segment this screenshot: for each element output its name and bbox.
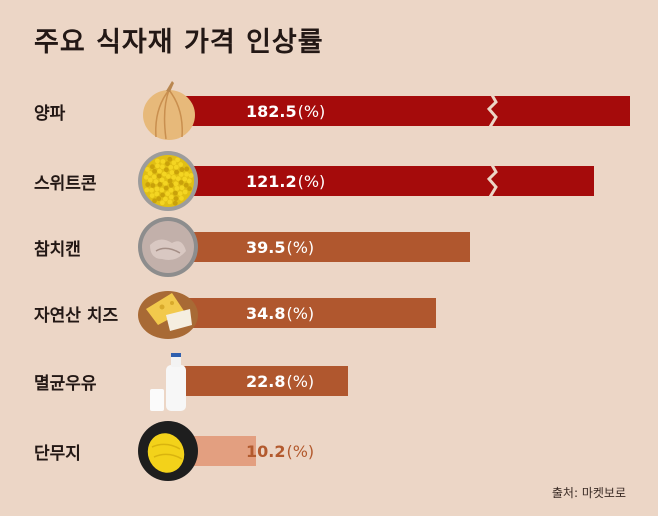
value-unit: (%)	[297, 171, 326, 191]
value-label: 182.5 (%)	[246, 96, 325, 126]
axis-break	[486, 166, 498, 196]
value-number: 182.5	[246, 101, 297, 121]
food-icon	[136, 149, 200, 213]
bar-row: 스위트콘 121.2 (%)	[0, 146, 658, 216]
bar-row: 자연산 치즈 34.8 (%)	[0, 278, 658, 348]
category-label: 양파	[34, 103, 66, 124]
food-icon	[136, 79, 200, 143]
food-icon	[136, 215, 200, 279]
cheese-icon	[138, 291, 198, 339]
category-label: 자연산 치즈	[34, 305, 119, 326]
value-unit: (%)	[286, 441, 315, 461]
bar	[182, 96, 630, 126]
category-label: 멸균우유	[34, 373, 97, 394]
category-label: 스위트콘	[34, 173, 97, 194]
food-icon	[136, 349, 200, 413]
value-unit: (%)	[297, 101, 326, 121]
source-note: 출처: 마켓보로	[551, 486, 626, 500]
value-label: 121.2 (%)	[246, 166, 325, 196]
bar	[182, 298, 436, 328]
bar	[182, 232, 470, 262]
value-label: 39.5 (%)	[246, 232, 314, 262]
food-icon	[136, 281, 200, 345]
bar-row: 참치캔 39.5 (%)	[0, 212, 658, 282]
bar	[182, 166, 594, 196]
value-label: 34.8 (%)	[246, 298, 314, 328]
pickled-radish-icon	[138, 421, 198, 481]
canned-tuna-icon	[138, 217, 198, 277]
chart-title: 주요 식자재 가격 인상률	[34, 27, 324, 58]
bar-row: 양파 182.5 (%)	[0, 76, 658, 146]
value-unit: (%)	[286, 303, 315, 323]
value-number: 121.2	[246, 171, 297, 191]
sweetcorn-icon	[138, 151, 198, 211]
onion-icon	[143, 81, 195, 140]
value-number: 10.2	[246, 441, 286, 461]
value-number: 39.5	[246, 237, 286, 257]
milk-icon	[150, 353, 186, 411]
category-label: 참치캔	[34, 239, 81, 260]
food-icon	[136, 419, 200, 483]
value-unit: (%)	[286, 237, 315, 257]
value-number: 22.8	[246, 371, 286, 391]
bar-row: 단무지 10.2 (%)	[0, 416, 658, 486]
value-unit: (%)	[286, 371, 315, 391]
category-label: 단무지	[34, 443, 81, 464]
axis-break	[486, 96, 498, 126]
bar	[182, 366, 348, 396]
value-label: 10.2 (%)	[246, 436, 314, 466]
value-label: 22.8 (%)	[246, 366, 314, 396]
bar-row: 멸균우유 22.8 (%)	[0, 346, 658, 416]
value-number: 34.8	[246, 303, 286, 323]
